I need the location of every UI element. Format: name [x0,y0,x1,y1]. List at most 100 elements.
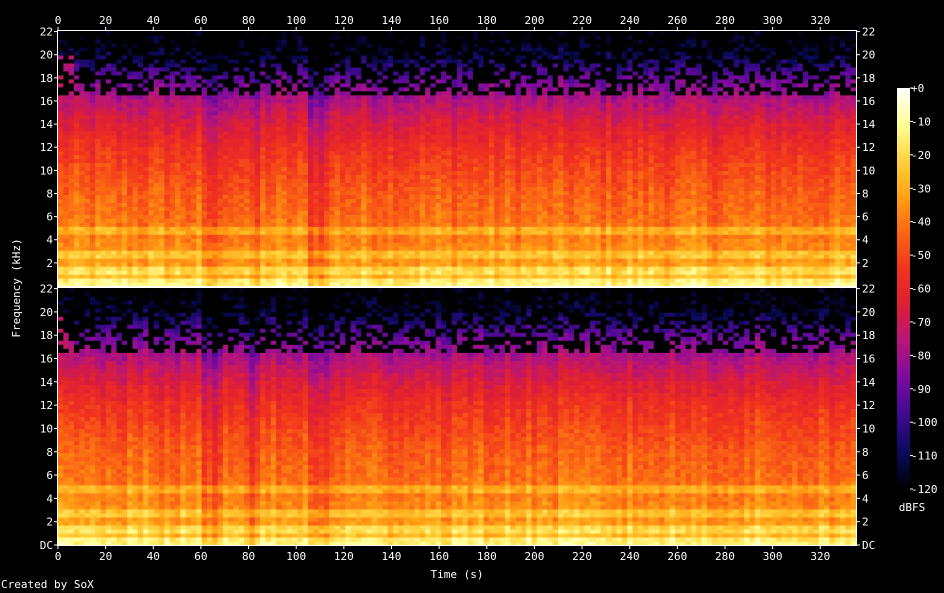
spectrogram-cell [361,31,368,36]
spectrogram-cell [206,46,213,52]
spectrogram-cell [217,98,224,104]
spectrogram-cell [105,190,112,195]
spectrogram-cell [345,122,352,128]
spectrogram-cell [462,186,469,191]
spectrogram-cell [84,150,91,156]
spectrogram-cell [308,46,314,52]
spectrogram-cell [403,238,410,243]
spectrogram-cell [68,254,75,259]
spectrogram-cell [270,74,277,80]
spectrogram-cell [111,122,118,128]
spectrogram-cell [425,78,431,84]
spectrogram-cell [265,34,272,40]
spectrogram-cell [377,31,384,36]
spectrogram-cell [462,82,469,88]
spectrogram-cell [105,150,112,156]
spectrogram-cell [313,34,320,40]
spectrogram-cell [249,106,256,112]
spectrogram-cell [63,230,70,235]
spectrogram-cell [249,38,256,44]
spectrogram-cell [339,158,346,164]
spectrogram-cell [393,238,400,243]
spectrogram-cell [169,178,176,183]
spectrogram-cell [137,230,144,235]
spectrogram-cell [249,142,256,148]
spectrogram-cell [148,242,155,247]
spectrogram-cell [457,90,463,96]
spectrogram-cell [73,142,80,148]
spectrogram-cell [265,170,272,176]
spectrogram-cell [132,262,139,267]
spectrogram-cell [435,282,442,287]
spectrogram-cell [58,282,64,287]
spectrogram-cell [137,254,144,259]
spectrogram-cell [89,38,96,44]
spectrogram-cell [175,226,181,231]
spectrogram-cell [159,146,165,152]
spectrogram-cell [451,50,458,56]
spectrogram-cell [361,202,368,207]
spectrogram-cell [159,134,165,140]
spectrogram-cell [350,214,357,219]
spectrogram-cell [180,110,187,116]
spectrogram-cell [222,250,229,255]
spectrogram-cell [201,230,208,235]
spectrogram-cell [308,66,314,72]
spectrogram-cell [159,174,165,180]
spectrogram-cell [350,34,357,40]
spectrogram-cell [116,62,123,68]
spectrogram-cell [451,250,458,255]
spectrogram-cell [425,130,431,136]
spectrogram-cell [281,242,288,247]
spectrogram-cell [441,270,447,275]
spectrogram-cell [467,138,474,144]
spectrogram-cell [249,238,256,243]
spectrogram-cell [79,210,86,215]
spectrogram-cell [366,154,373,160]
spectrogram-cell [84,262,91,267]
spectrogram-cell [425,118,431,124]
spectrogram-cell [79,98,86,104]
spectrogram-cell [297,134,304,140]
spectrogram-cell [318,118,325,124]
spectrogram-cell [377,130,384,136]
spectrogram-cell [180,234,187,239]
spectrogram-cell [153,222,160,227]
spectrogram-cell [63,46,70,52]
spectrogram-cell [100,118,107,124]
spectrogram-cell [318,194,325,199]
spectrogram-cell [350,266,357,271]
spectrogram-cell [111,70,118,76]
spectrogram-cell [180,62,187,68]
spectrogram-cell [212,210,219,215]
spectrogram-cell [355,110,362,116]
spectrogram-cell [222,122,229,128]
spectrogram-cell [148,270,155,275]
spectrogram-cell [244,170,251,176]
spectrogram-cell [233,142,240,148]
spectrogram-cell [371,134,378,140]
spectrogram-cell [377,246,384,251]
spectrogram-cell [132,146,139,152]
spectrogram-cell [249,46,256,52]
spectrogram-cell [249,182,256,187]
spectrogram-cell [132,58,139,64]
spectrogram-cell [297,222,304,227]
spectrogram-cell [334,110,341,116]
spectrogram-cell [153,198,160,203]
spectrogram-cell [393,54,400,60]
spectrogram-cell [398,198,405,203]
spectrogram-cell [180,194,187,199]
spectrogram-cell [302,50,309,56]
spectrogram-cell [451,86,458,92]
spectrogram-cell [111,134,118,140]
spectrogram-cell [435,198,442,203]
spectrogram-cell [435,266,442,271]
spectrogram-cell [212,282,219,287]
spectrogram-cell [265,118,272,124]
spectrogram-cell [212,166,219,172]
spectrogram-cell [308,218,314,223]
spectrogram-cell [355,130,362,136]
spectrogram-cell [435,126,442,132]
spectrogram-cell [153,74,160,80]
